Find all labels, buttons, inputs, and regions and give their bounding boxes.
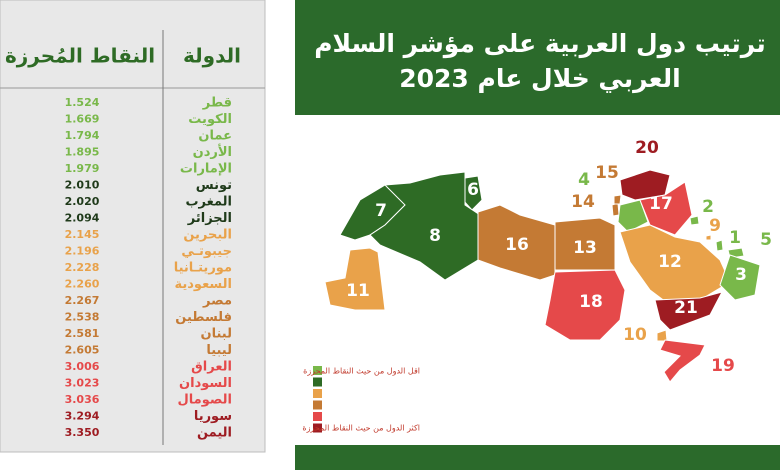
score: 2.196 xyxy=(65,245,100,258)
legend-text: اقل الدول من حيث النقاط المحرزة xyxy=(303,367,420,376)
country-region xyxy=(554,217,616,271)
country-name: موريتـانيا xyxy=(174,261,232,276)
score: 2.581 xyxy=(65,327,100,340)
title-band xyxy=(295,0,780,115)
legend-swatch xyxy=(313,412,322,421)
country-name: الإمارات xyxy=(180,162,232,177)
legend-swatch xyxy=(313,377,322,387)
rank-label: 7 xyxy=(375,201,387,221)
score: 2.020 xyxy=(65,195,100,208)
rank-label: 11 xyxy=(346,281,370,301)
country-region xyxy=(719,254,761,301)
country-name: الكويت xyxy=(188,112,232,127)
score: 3.006 xyxy=(65,360,100,373)
rank-label: 14 xyxy=(571,192,595,212)
country-name: تونس xyxy=(196,178,232,193)
country-region xyxy=(611,202,620,217)
country-region xyxy=(656,329,668,342)
country-region xyxy=(617,199,649,233)
country-name: مصر xyxy=(202,294,232,309)
country-name: البحرين xyxy=(183,228,232,243)
rank-label: 21 xyxy=(674,298,698,318)
rank-label: 6 xyxy=(467,180,479,200)
country-region xyxy=(613,194,622,205)
country-name: فلسطين xyxy=(175,310,232,325)
score: 2.538 xyxy=(65,311,100,324)
rank-label: 9 xyxy=(709,216,721,236)
rank-label: 4 xyxy=(578,170,590,190)
legend-swatch xyxy=(313,423,322,433)
rank-label: 12 xyxy=(658,252,682,272)
score: 2.267 xyxy=(65,294,100,307)
score: 2.260 xyxy=(65,278,100,291)
score: 1.794 xyxy=(65,129,100,142)
score: 1.669 xyxy=(65,113,100,126)
country-region xyxy=(689,215,700,226)
country-name: السودان xyxy=(179,376,232,391)
rank-label: 20 xyxy=(635,138,659,158)
rank-label: 18 xyxy=(579,292,603,312)
legend-swatch xyxy=(313,389,322,398)
title: ترتيب دول العربية على مؤشر السلام xyxy=(314,29,766,59)
country-region xyxy=(715,239,724,252)
score: 1.895 xyxy=(65,146,100,159)
score: 2.605 xyxy=(65,344,100,357)
score: 2.094 xyxy=(65,212,100,225)
table-panel xyxy=(0,0,266,453)
score: 3.294 xyxy=(65,410,100,423)
score: 3.023 xyxy=(65,377,100,390)
country-region xyxy=(705,234,712,241)
table-header: النقاط المُحرزة xyxy=(5,44,155,68)
rank-label: 16 xyxy=(505,235,529,255)
country-name: اليمن xyxy=(197,426,232,441)
country-name: الصومال xyxy=(177,393,232,408)
country-name: قطر xyxy=(202,96,232,111)
score: 3.036 xyxy=(65,393,100,406)
rank-label: 17 xyxy=(649,194,673,214)
footer-band xyxy=(295,445,780,470)
country-name: سوريا xyxy=(194,409,232,424)
legend-text: اكثر الدول من حيث النقاط المحرزة xyxy=(302,424,420,433)
country-name: الأردن xyxy=(193,143,232,160)
country-name: عمان xyxy=(198,129,232,144)
country-name: السعودية xyxy=(175,277,233,292)
country-region xyxy=(369,171,481,281)
legend-swatch xyxy=(313,400,322,410)
rank-label: 2 xyxy=(702,197,714,217)
score: 3.350 xyxy=(65,426,100,439)
rank-label: 10 xyxy=(623,325,647,345)
rank-label: 15 xyxy=(595,163,619,183)
rank-label: 1 xyxy=(729,228,741,248)
rank-label: 3 xyxy=(735,265,747,285)
country-name: المغرب xyxy=(185,195,232,210)
rank-label: 19 xyxy=(711,356,735,376)
country-name: جيبوتـي xyxy=(181,244,232,259)
title: العربي خلال عام 2023 xyxy=(399,64,680,94)
country-region xyxy=(659,339,706,383)
score: 2.010 xyxy=(65,179,100,192)
score: 2.228 xyxy=(65,261,100,274)
rank-label: 8 xyxy=(429,226,441,246)
country-region xyxy=(324,247,386,311)
table-header: الدولة xyxy=(183,44,241,68)
score: 1.524 xyxy=(65,96,100,109)
rank-label: 5 xyxy=(760,230,772,250)
country-region xyxy=(544,269,626,341)
legend-swatch xyxy=(313,366,322,375)
country-name: لبنان xyxy=(201,327,232,342)
rank-label: 13 xyxy=(573,238,597,258)
score: 2.145 xyxy=(65,228,100,241)
country-name: الجزائر xyxy=(187,211,232,226)
country-name: العراق xyxy=(191,360,232,375)
score: 1.979 xyxy=(65,162,100,175)
country-name: ليبيا xyxy=(206,343,232,358)
country-region xyxy=(654,291,723,331)
